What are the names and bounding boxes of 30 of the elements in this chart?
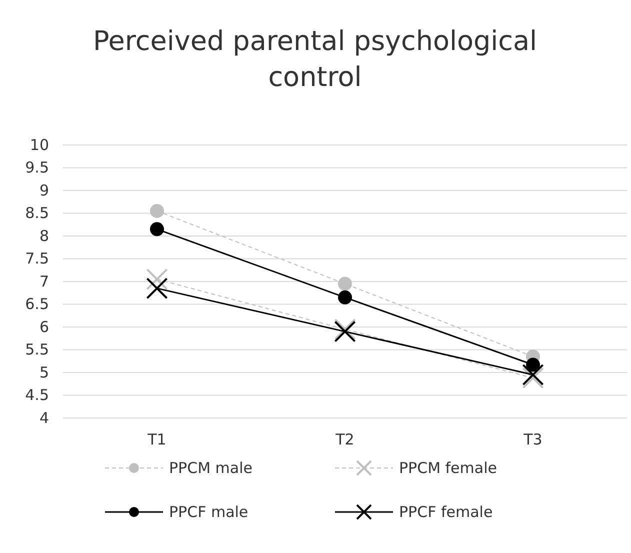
point bbox=[522, 367, 544, 389]
y-tick-label: 5.5 bbox=[25, 340, 49, 359]
y-tick-label: 8.5 bbox=[25, 204, 49, 222]
point bbox=[338, 276, 352, 291]
y-tick-label: 6.5 bbox=[25, 295, 49, 314]
y-tick-label: 7.5 bbox=[25, 250, 49, 268]
legend-label: PPCM female bbox=[399, 459, 497, 477]
legend-label: PPCF female bbox=[399, 503, 493, 521]
y-tick-label: 4 bbox=[39, 408, 49, 427]
legend-label: PPCF male bbox=[169, 503, 248, 521]
point bbox=[150, 204, 164, 218]
y-tick-label: 6 bbox=[39, 318, 49, 336]
point bbox=[146, 268, 168, 290]
point bbox=[146, 278, 168, 300]
x-tick-label: T2 bbox=[334, 430, 354, 449]
point bbox=[150, 222, 164, 236]
y-tick-label: 8 bbox=[39, 226, 49, 245]
legend-label: PPCM male bbox=[169, 459, 252, 477]
x-tick-label: T1 bbox=[146, 430, 166, 449]
y-tick-label: 10 bbox=[30, 136, 49, 154]
chart-title: Perceived parental psychological control bbox=[92, 26, 538, 93]
y-tick-label: 9 bbox=[39, 181, 49, 200]
point bbox=[522, 364, 544, 386]
point bbox=[338, 290, 352, 304]
y-tick-label: 7 bbox=[39, 272, 49, 290]
y-tick-label: 5 bbox=[39, 363, 49, 382]
y-tick-label: 9.5 bbox=[25, 158, 49, 177]
x-tick-label: T3 bbox=[522, 430, 542, 449]
point bbox=[526, 358, 540, 372]
y-tick-label: 4.5 bbox=[25, 386, 49, 404]
